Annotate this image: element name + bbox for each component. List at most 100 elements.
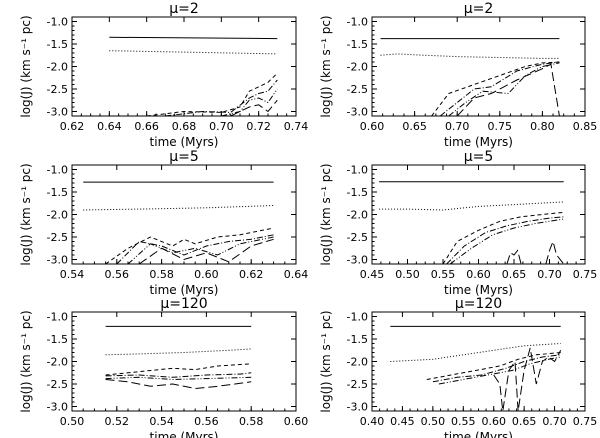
series-dash-dot-dot xyxy=(105,376,252,381)
y-tick-label: -1.5 xyxy=(347,186,368,199)
x-axis-label: time (Myrs) xyxy=(444,135,513,149)
series-dash-dot xyxy=(432,354,561,383)
series-group xyxy=(105,325,252,390)
panel-title: μ=120 xyxy=(455,296,502,312)
panel-title: μ=5 xyxy=(169,149,199,165)
series-dashed xyxy=(426,352,561,380)
x-tick-label: 0.85 xyxy=(573,120,598,133)
x-tick-label: 0.54 xyxy=(149,415,174,428)
x-tick-label: 0.64 xyxy=(97,120,122,133)
y-axis-label: log(J) (km s⁻¹ pc) xyxy=(19,310,33,412)
x-tick-label: 0.60 xyxy=(481,415,506,428)
series-dotted xyxy=(390,343,561,362)
series-dotted xyxy=(83,205,274,211)
series-long-dash xyxy=(138,238,274,264)
x-tick-label: 0.62 xyxy=(239,268,264,281)
panels-root: 0.62 0.64 0.66 0.68 0.70 0.72 0.74 -1.0 -1.5 -2.0… xyxy=(19,1,597,438)
x-tick-label: 0.70 xyxy=(209,120,234,133)
y-tick-label: -1.5 xyxy=(47,38,68,51)
series-dash-dot xyxy=(446,216,564,264)
x-tick-label: 0.75 xyxy=(573,268,598,281)
series-dash-dot xyxy=(165,79,278,116)
y-tick-label: -1.0 xyxy=(47,16,68,29)
x-tick-label: 0.55 xyxy=(431,268,456,281)
plot-frame xyxy=(371,16,586,117)
x-tick-label: 0.68 xyxy=(172,120,197,133)
chart-panel-5: 0.50 0.52 0.54 0.56 0.58 0.60 -1.0 -1.5 -2.0 -2.5… xyxy=(19,296,308,438)
y-tick-label: -3.0 xyxy=(47,254,68,267)
x-axis-label: time (Myrs) xyxy=(444,283,513,297)
series-group xyxy=(109,36,278,116)
y-tick-label: -2.5 xyxy=(347,378,368,391)
x-tick-label: 0.58 xyxy=(149,268,174,281)
plot-frame xyxy=(71,164,297,265)
series-solid xyxy=(109,36,278,40)
y-axis-label: log(J) (km s⁻¹ pc) xyxy=(19,163,33,265)
x-tick-label: 0.74 xyxy=(284,120,309,133)
x-tick-label: 0.52 xyxy=(105,415,130,428)
chart-panel-2: 0.60 0.65 0.70 0.75 0.80 0.85 -1.0 -1.5 -2.0 -2.5… xyxy=(319,1,597,149)
x-tick-label: 0.60 xyxy=(284,415,309,428)
y-tick-label: -2.5 xyxy=(347,231,368,244)
x-tick-label: 0.45 xyxy=(360,268,385,281)
x-tick-label: 0.70 xyxy=(542,415,567,428)
series-dash-dot-dot xyxy=(448,62,560,116)
x-tick-label: 0.56 xyxy=(194,415,219,428)
y-tick-label: -1.5 xyxy=(347,333,368,346)
y-tick-label: -1.0 xyxy=(347,16,368,29)
x-tick-label: 0.75 xyxy=(488,120,513,133)
y-tick-label: -3.0 xyxy=(347,254,368,267)
y-tick-label: -1.0 xyxy=(347,164,368,177)
y-tick-label: -2.0 xyxy=(47,61,68,74)
x-tick-label: 0.70 xyxy=(445,120,470,133)
series-group xyxy=(83,181,274,264)
panel-title: μ=120 xyxy=(160,296,207,312)
y-tick-label: -3.0 xyxy=(47,106,68,119)
series-dotted xyxy=(109,50,278,55)
y-tick-label: -1.5 xyxy=(347,38,368,51)
series-dash-dot-dot xyxy=(127,236,274,264)
x-tick-label: 0.70 xyxy=(537,268,562,281)
x-tick-label: 0.50 xyxy=(60,415,85,428)
series-dash-dot-dot xyxy=(449,218,564,264)
y-tick-label: -1.5 xyxy=(47,186,68,199)
plot-frame xyxy=(71,16,297,117)
panel-title: μ=2 xyxy=(169,1,199,17)
panel-title: μ=2 xyxy=(464,1,494,17)
y-tick-label: -2.5 xyxy=(47,231,68,244)
x-tick-label: 0.72 xyxy=(246,120,271,133)
x-tick-label: 0.58 xyxy=(239,415,264,428)
x-tick-label: 0.56 xyxy=(105,268,130,281)
y-tick-label: -2.0 xyxy=(347,61,368,74)
x-tick-label: 0.60 xyxy=(466,268,491,281)
y-tick-label: -1.0 xyxy=(347,311,368,324)
series-long-dash xyxy=(506,249,522,264)
y-axis-label: log(J) (km s⁻¹ pc) xyxy=(319,310,333,412)
series-group xyxy=(390,325,562,411)
chart-panel-6: 0.40 0.45 0.50 0.55 0.60 0.65 0.70 0.75 -1.0 -1.5… xyxy=(319,296,597,438)
y-tick-label: -2.5 xyxy=(347,83,368,96)
y-tick-label: -1.0 xyxy=(47,311,68,324)
x-tick-label: 0.62 xyxy=(60,120,85,133)
x-tick-label: 0.50 xyxy=(395,268,420,281)
x-axis-label: time (Myrs) xyxy=(150,135,219,149)
x-tick-label: 0.50 xyxy=(421,415,446,428)
x-tick-label: 0.55 xyxy=(451,415,476,428)
series-long-dash xyxy=(105,379,252,390)
y-tick-label: -1.0 xyxy=(47,164,68,177)
y-axis-label: log(J) (km s⁻¹ pc) xyxy=(319,15,333,117)
series-dotted xyxy=(379,201,564,211)
series-dotted xyxy=(105,348,252,356)
series-dashed xyxy=(442,211,564,264)
chart-panel-3: 0.54 0.56 0.58 0.60 0.62 0.64 -1.0 -1.5 -2.0 -2.5… xyxy=(19,149,308,297)
x-axis-label: time (Myrs) xyxy=(150,283,219,297)
x-tick-label: 0.65 xyxy=(512,415,537,428)
x-tick-label: 0.75 xyxy=(573,415,598,428)
series-dashed xyxy=(431,61,560,116)
chart-panel-1: 0.62 0.64 0.66 0.68 0.70 0.72 0.74 -1.0 -1.5 -2.0… xyxy=(19,1,308,149)
y-tick-label: -2.5 xyxy=(47,378,68,391)
series-dash-dot xyxy=(116,234,274,264)
series-dashed xyxy=(146,72,278,116)
x-tick-label: 0.45 xyxy=(390,415,415,428)
chart-panel-4: 0.45 0.50 0.55 0.60 0.65 0.70 0.75 -1.0 -1.5 -2.0… xyxy=(319,149,597,297)
